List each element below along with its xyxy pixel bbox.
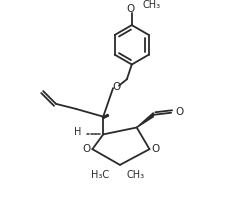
Text: O: O bbox=[127, 4, 135, 14]
Text: H: H bbox=[74, 127, 82, 137]
Text: CH₃: CH₃ bbox=[143, 0, 161, 10]
Text: O: O bbox=[82, 144, 91, 154]
Text: O: O bbox=[175, 107, 183, 117]
Text: CH₃: CH₃ bbox=[127, 170, 145, 180]
Polygon shape bbox=[137, 113, 153, 127]
Text: O: O bbox=[112, 82, 120, 92]
Text: O: O bbox=[151, 144, 160, 154]
Text: H₃C: H₃C bbox=[91, 170, 109, 180]
